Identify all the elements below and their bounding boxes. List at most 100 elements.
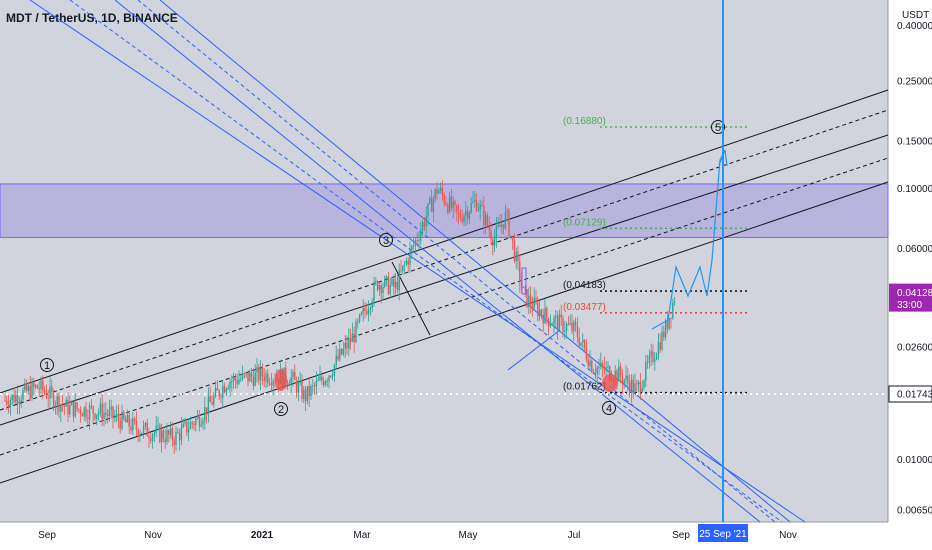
candle-body <box>366 310 368 315</box>
channel-line-dashed <box>137 0 776 523</box>
channel-line-dashed <box>0 109 889 411</box>
candle-body <box>364 307 366 311</box>
candle-body <box>4 400 6 402</box>
candle-body <box>90 405 93 407</box>
time-tick-label: Jul <box>568 530 581 541</box>
candle-body <box>429 198 431 204</box>
candle-body <box>61 404 64 406</box>
candle-body <box>411 245 413 250</box>
candle-body <box>542 314 544 324</box>
level-tag <box>888 385 932 403</box>
candle-body <box>627 375 629 383</box>
candle-body <box>576 326 579 338</box>
candle-body <box>148 436 150 439</box>
candle-body <box>184 421 186 424</box>
candle-body <box>639 381 642 392</box>
candle-body <box>382 286 384 294</box>
candle-body <box>303 389 305 399</box>
candle-body <box>628 382 631 394</box>
candle-body <box>585 348 588 360</box>
candle-body <box>601 362 604 367</box>
countdown-label: 33:00 <box>897 300 922 311</box>
wave-label: 2 <box>278 404 284 416</box>
chart-title: MDT / TetherUS, 1D, BINANCE <box>6 11 178 25</box>
candle-body <box>180 427 183 441</box>
candle-body <box>573 321 575 332</box>
candle-body <box>236 380 238 384</box>
candle-body <box>299 381 301 384</box>
candle-body <box>342 348 345 355</box>
candle-body <box>216 387 219 391</box>
candle-body <box>508 210 510 236</box>
candle-body <box>9 399 12 407</box>
candle-body <box>187 428 190 433</box>
candle-body <box>301 381 303 399</box>
candle-body <box>591 360 593 373</box>
candle-body <box>452 201 454 209</box>
candle-body <box>538 309 541 316</box>
candle-body <box>222 386 224 398</box>
candle-body <box>42 380 44 391</box>
candle-body <box>373 282 375 302</box>
candle-body <box>267 373 269 384</box>
candle-body <box>369 307 372 310</box>
time-tick-label: Mar <box>353 530 371 541</box>
candle-body <box>81 414 84 417</box>
candle-body <box>231 380 233 383</box>
wave-label-circle <box>711 120 725 134</box>
candle-body <box>445 202 447 206</box>
candle-body <box>7 404 10 407</box>
candle-body <box>83 407 85 417</box>
candle-body <box>375 281 377 283</box>
candle-body <box>571 322 573 332</box>
candle-body <box>349 338 352 343</box>
candle-body <box>211 402 213 405</box>
wave-label-circle <box>602 401 616 415</box>
candle-body <box>558 314 561 331</box>
candle-body <box>510 235 512 237</box>
channel-line <box>29 0 806 523</box>
candle-body <box>249 372 251 382</box>
candle-body <box>454 201 456 205</box>
candle-body <box>474 199 476 202</box>
candle-body <box>141 432 143 434</box>
time-tick-label: May <box>459 530 478 541</box>
candle-body <box>99 403 102 413</box>
candle-body <box>614 370 616 381</box>
candle-body <box>33 382 35 387</box>
candle-body <box>470 202 472 213</box>
candle-body <box>159 425 161 443</box>
candle-body <box>169 428 172 435</box>
channel-line <box>0 181 889 484</box>
candle-body <box>495 226 498 239</box>
candle-body <box>43 390 46 393</box>
wave-4-highlight <box>602 374 618 392</box>
candle-body <box>223 386 226 393</box>
candle-body <box>385 276 388 278</box>
candle-body <box>650 351 652 356</box>
candle-body <box>16 394 19 404</box>
wave-label: 1 <box>44 360 50 372</box>
candle-body <box>52 392 55 408</box>
candle-body <box>146 422 148 437</box>
candle-body <box>207 396 210 415</box>
candle-body <box>529 295 532 306</box>
candle-body <box>555 316 557 318</box>
price-tick-label: 0.01000 <box>897 455 932 466</box>
candle-body <box>324 381 327 385</box>
candle-body <box>263 376 265 382</box>
candle-body <box>200 424 202 427</box>
candle-body <box>297 383 300 393</box>
candle-body <box>582 339 584 343</box>
candle-body <box>526 289 528 307</box>
candle-body <box>562 317 564 332</box>
candle-body <box>306 386 309 402</box>
candle-body <box>592 372 595 374</box>
candle-body <box>598 366 600 368</box>
candle-body <box>448 196 451 212</box>
candle-body <box>196 415 199 419</box>
candle-body <box>94 413 96 419</box>
candle-body <box>430 198 433 212</box>
candle-body <box>205 407 208 415</box>
